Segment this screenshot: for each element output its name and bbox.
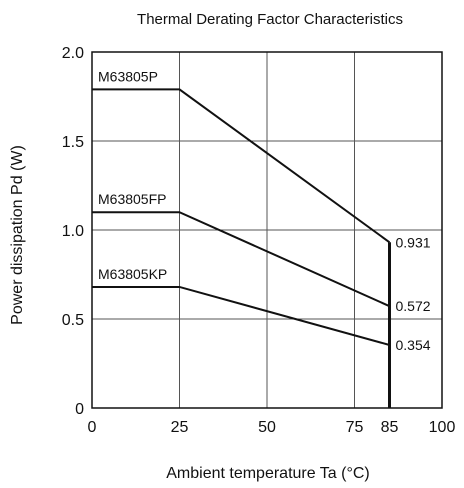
series-line-m63805p <box>92 88 391 244</box>
tick-labels: 0 25 50 75 85 100 0 0.5 1.0 1.5 2.0 <box>62 45 456 436</box>
end-value-label: 0.931 <box>396 234 431 250</box>
y-tick-label: 0 <box>75 401 84 418</box>
x-tick-label: 75 <box>346 419 364 436</box>
series-label: M63805FP <box>98 191 166 207</box>
series-label: M63805P <box>98 68 158 84</box>
x-tick-label: 0 <box>88 419 97 436</box>
series-line-m63805fp <box>92 211 390 308</box>
x-tick-label: 100 <box>429 419 456 436</box>
x-tick-label: 50 <box>258 419 276 436</box>
series-layer: M63805P 0.931 M63805FP 0.572 M63805KP 0.354 <box>92 68 431 408</box>
series-label: M63805KP <box>98 266 167 282</box>
grid <box>92 52 442 408</box>
x-tick-label: 25 <box>171 419 189 436</box>
chart-title: Thermal Derating Factor Characteristics <box>137 11 403 28</box>
y-tick-label: 2.0 <box>62 45 84 62</box>
x-axis-label: Ambient temperature Ta (°C) <box>166 465 370 482</box>
plot-frame <box>91 51 443 409</box>
y-tick-label: 1.0 <box>62 223 84 240</box>
y-tick-label: 0.5 <box>62 312 84 329</box>
y-tick-label: 1.5 <box>62 134 84 151</box>
x-tick-label: 85 <box>381 419 399 436</box>
end-value-label: 0.572 <box>396 298 431 314</box>
y-axis-label: Power dissipation Pd (W) <box>9 145 26 325</box>
series-line-m63805kp <box>92 285 390 346</box>
end-value-label: 0.354 <box>396 337 431 353</box>
